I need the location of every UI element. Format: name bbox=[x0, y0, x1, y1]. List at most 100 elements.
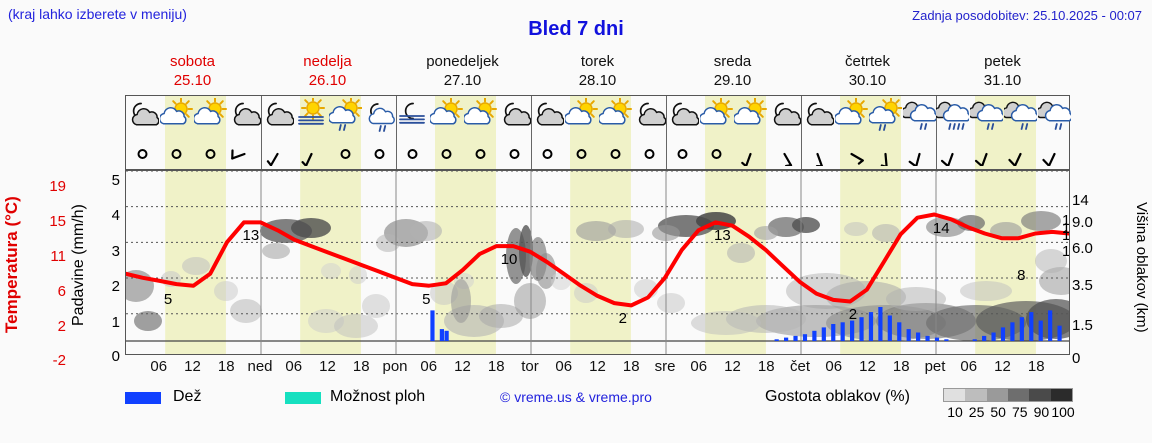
precipitation-tick: 1 bbox=[111, 314, 120, 331]
weather-icon-sun-cloud bbox=[833, 97, 869, 140]
cloud-density-swatch bbox=[965, 389, 987, 401]
wind-barb-icon bbox=[160, 142, 193, 168]
day-date: 31.10 bbox=[983, 72, 1022, 89]
day-name: sreda bbox=[713, 53, 752, 70]
plot-canvas bbox=[126, 171, 1069, 354]
precipitation-tick: 4 bbox=[111, 207, 120, 224]
temperature-point-label: 8 bbox=[1017, 266, 1026, 284]
time-tick-label: 06 bbox=[690, 358, 708, 375]
wind-barb-icon bbox=[396, 142, 429, 168]
weather-icon-sun-cloud bbox=[462, 97, 497, 140]
wind-barb-icon bbox=[869, 142, 902, 169]
time-tick-label: 18 bbox=[217, 358, 235, 375]
wind-barb-icon bbox=[835, 142, 868, 168]
cloud-density-legend-label: Gostota oblakov (%) bbox=[765, 388, 910, 405]
copyright-link[interactable]: © vreme.us & vreme.pro bbox=[500, 389, 652, 405]
temperature-tick: 2 bbox=[57, 318, 66, 335]
wind-barb-icon bbox=[531, 142, 564, 168]
time-tick-label: tor bbox=[521, 358, 539, 375]
day-name: nedelja bbox=[303, 53, 352, 70]
wind-barb-icon bbox=[295, 142, 328, 168]
weather-icon-moon-cloud bbox=[498, 98, 532, 140]
time-tick-label: 06 bbox=[825, 358, 843, 375]
wind-barb-icon bbox=[666, 142, 699, 168]
weather-icon-cloud-rain bbox=[900, 98, 938, 140]
precipitation-tick: 5 bbox=[111, 172, 120, 189]
weather-icon-sun-cloud bbox=[698, 97, 734, 140]
weather-icon-sun-cloud bbox=[597, 97, 632, 140]
time-tick-label: 06 bbox=[960, 358, 978, 375]
wind-barb-icon bbox=[261, 142, 294, 168]
temperature-point-label: 13 bbox=[713, 227, 731, 245]
weather-icon-moon-cloud bbox=[768, 98, 802, 140]
day-date: 29.10 bbox=[713, 72, 752, 89]
cloud-density-scale-value: 90 bbox=[1033, 404, 1050, 420]
cloud-height-axis-title: Višina oblakov (km) bbox=[1133, 201, 1150, 333]
temperature-point-label: 11 bbox=[1062, 243, 1070, 261]
wind-barb-icon bbox=[768, 142, 801, 168]
day-separator bbox=[531, 96, 532, 169]
cloud-height-tick: 9.0 bbox=[1072, 214, 1093, 231]
weather-icon-moon-cloud-rain bbox=[363, 98, 396, 140]
day-separator bbox=[666, 96, 667, 169]
cloud-density-scale-value: 100 bbox=[1051, 404, 1075, 420]
day-date: 27.10 bbox=[443, 72, 482, 89]
time-tick-label: 18 bbox=[1027, 358, 1045, 375]
weather-icon-sun-cloud bbox=[428, 97, 464, 140]
wind-barb-icon bbox=[801, 142, 834, 168]
weather-icon-moon-cloud bbox=[633, 98, 667, 140]
day-date: 28.10 bbox=[578, 72, 617, 89]
rain-legend-label: Dež bbox=[173, 388, 202, 405]
wind-barb-icon bbox=[970, 142, 1003, 168]
weather-icon-sun-cloud bbox=[732, 97, 767, 140]
cloud-density-swatch bbox=[1007, 389, 1030, 401]
wind-barb-icon bbox=[228, 142, 261, 168]
forecast-plot: 513510213214811141513 bbox=[125, 170, 1070, 355]
weather-icon-sun-cloud-rain bbox=[867, 96, 903, 140]
weather-icon-cloud-rain bbox=[1035, 98, 1073, 140]
time-tick-label: 18 bbox=[622, 358, 640, 375]
weather-icon-moon-cloud bbox=[126, 98, 160, 140]
weather-symbols-panel bbox=[125, 95, 1073, 170]
time-tick-label: 12 bbox=[589, 358, 606, 375]
wind-barb-icon bbox=[464, 142, 497, 168]
time-tick-label: 06 bbox=[555, 358, 573, 375]
time-tick-label: 12 bbox=[184, 358, 201, 375]
temperature-point-label: 14 bbox=[1062, 219, 1070, 237]
weather-icon-sun-cloud bbox=[158, 97, 194, 140]
cloud-height-tick: 6.0 bbox=[1072, 240, 1093, 257]
time-tick-label: 12 bbox=[994, 358, 1011, 375]
precipitation-tick: 3 bbox=[111, 243, 120, 260]
time-tick-label: 06 bbox=[150, 358, 168, 375]
day-name: ponedeljek bbox=[426, 53, 499, 70]
day-name: petek bbox=[984, 53, 1021, 70]
wind-barb-icon bbox=[430, 142, 463, 168]
time-tick-label: 12 bbox=[859, 358, 876, 375]
cloud-height-tick: 0 bbox=[1072, 350, 1081, 367]
day-header-torek: torek 28.10 bbox=[530, 52, 665, 90]
cloud-density-swatch bbox=[986, 389, 1008, 401]
day-header-petek: petek 31.10 bbox=[935, 52, 1070, 90]
wind-barb-icon bbox=[936, 142, 969, 168]
weather-icon-moon-fog bbox=[396, 98, 429, 140]
weather-icon-cloud-rain bbox=[967, 98, 1005, 140]
day-name: četrtek bbox=[844, 53, 890, 70]
time-tick-label: 06 bbox=[285, 358, 303, 375]
time-tick-label: pon bbox=[382, 358, 408, 375]
time-tick-label: 18 bbox=[757, 358, 775, 375]
cloud-height-tick: 1.5 bbox=[1072, 317, 1093, 334]
precipitation-tick: 0 bbox=[111, 348, 120, 365]
location-menu-hint[interactable]: (kraj lahko izberete v meniju) bbox=[8, 6, 187, 22]
temperature-tick: 11 bbox=[50, 248, 66, 265]
wind-barb-icon bbox=[498, 142, 531, 168]
cloud-density-swatch bbox=[1029, 389, 1051, 401]
day-header-četrtek: četrtek 30.10 bbox=[800, 52, 935, 90]
rain-legend-swatch bbox=[125, 392, 161, 404]
day-date: 30.10 bbox=[848, 72, 887, 89]
time-tick-label: ned bbox=[247, 358, 273, 375]
day-name: torek bbox=[580, 53, 615, 70]
day-separator bbox=[396, 96, 397, 169]
wind-barb-icon bbox=[903, 142, 936, 168]
time-tick-label: 12 bbox=[454, 358, 471, 375]
time-tick-label: pet bbox=[924, 358, 946, 375]
